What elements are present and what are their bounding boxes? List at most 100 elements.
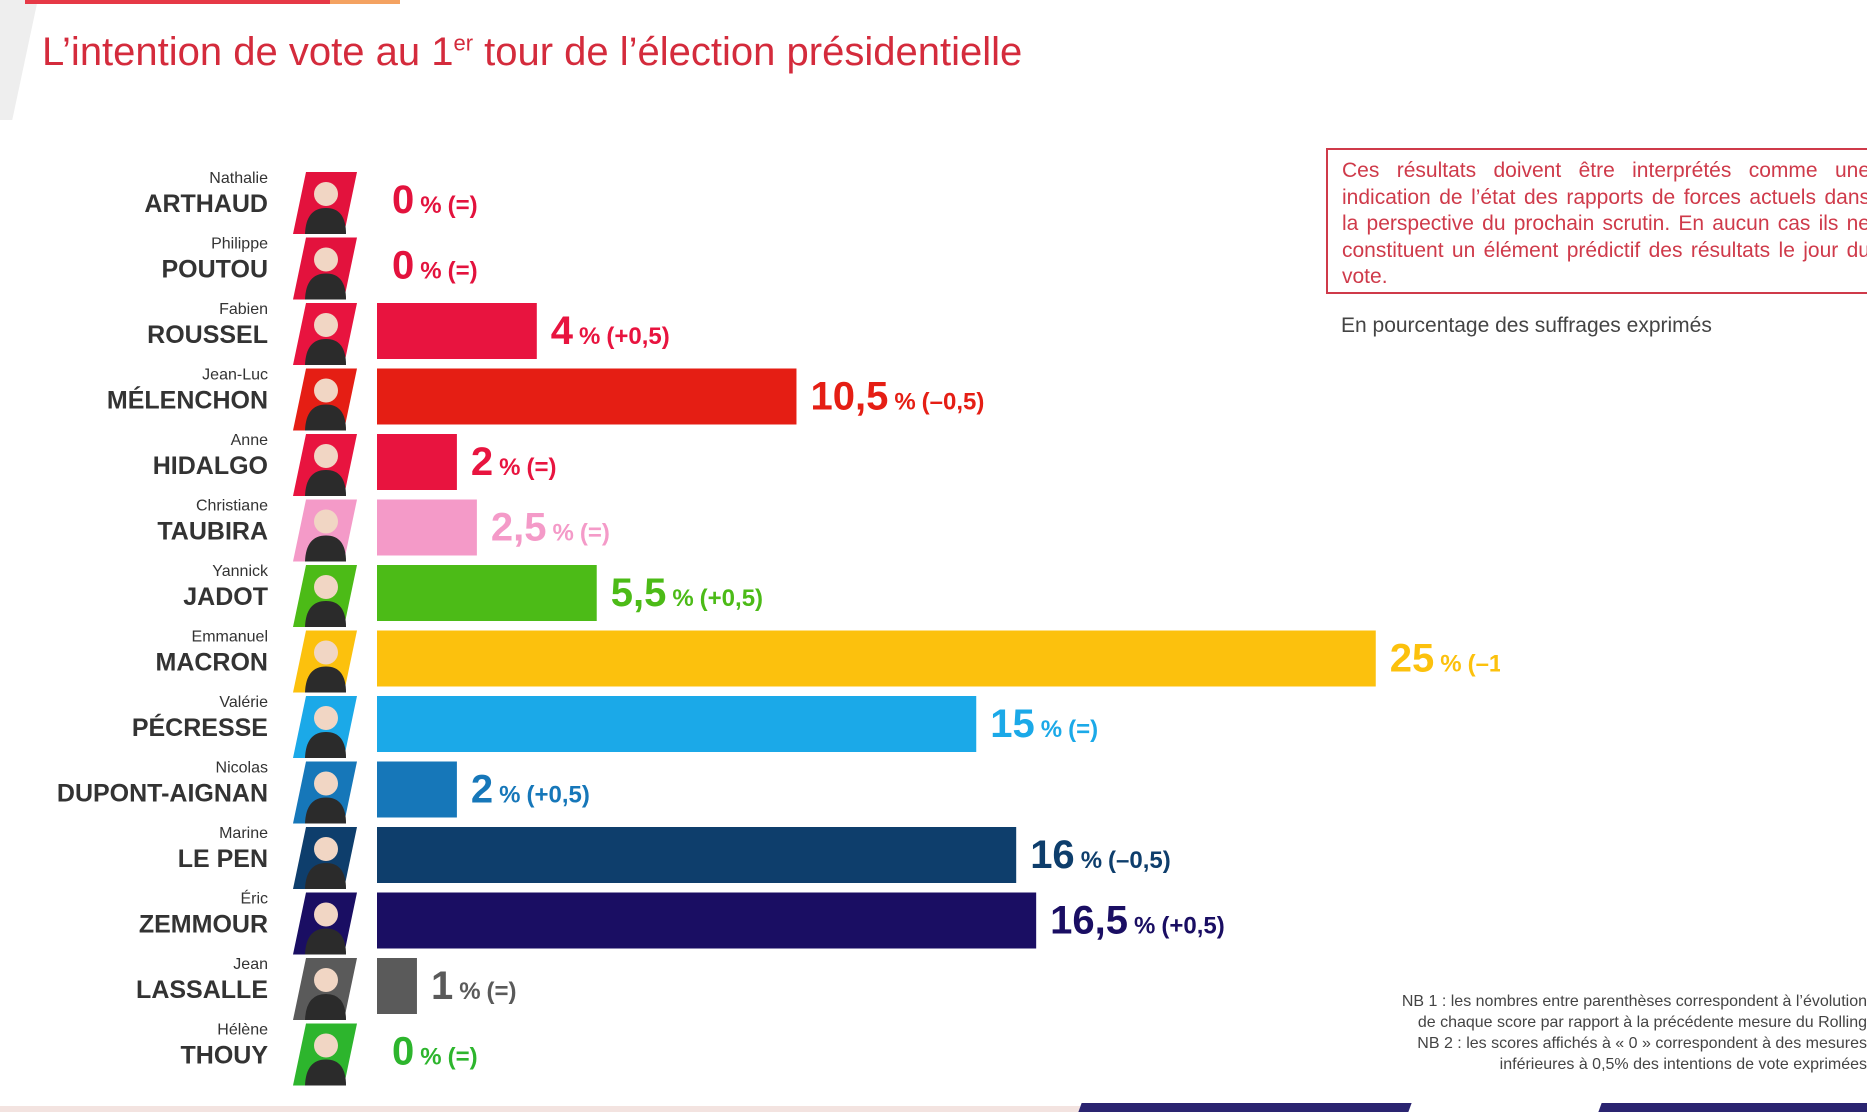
value-unit: % [499,782,520,809]
candidate-photo-body [305,404,346,431]
bar [377,368,797,425]
value-unit: % [420,192,441,219]
candidate-first-name: Jean [233,956,268,973]
value-label: 16,5% (+0,5) [1050,899,1225,943]
value-label: 0% (=) [392,178,478,222]
candidate-photo-face [314,378,338,403]
unit-note: En pourcentage des suffrages exprimés [1341,314,1712,337]
disclaimer-box: Ces résultats doivent être interprétés c… [1326,148,1867,294]
bottom-strip-dark [1078,1103,1412,1112]
value-label: 0% (=) [392,1030,478,1074]
chart-title: L’intention de vote au 1er tour de l’éle… [42,30,1022,75]
value-label: 25% (–1) [1390,637,1500,681]
value-change: (–0,5) [1108,847,1171,874]
bar-row: Philippe POUTOU 0% (=) [162,236,478,300]
candidate-first-name: Philippe [211,236,268,253]
value-number: 16,5 [1050,899,1128,943]
bar-row: Jean LASSALLE 1% (=) [136,956,517,1020]
candidate-photo-body [305,732,346,758]
candidate-first-name: Nicolas [216,760,268,777]
value-number: 2 [471,768,493,812]
candidate-photo-body [305,273,346,300]
bar [377,565,597,621]
candidate-photo-face [314,509,338,534]
candidate-photo-face [314,968,338,992]
candidate-photo-body [305,470,346,496]
value-label: 16% (–0,5) [1030,833,1171,877]
value-number: 25 [1390,637,1435,681]
candidate-first-name: Jean-Luc [202,367,268,384]
bar-row: Nathalie ARTHAUD 0% (=) [144,170,478,234]
value-label: 2% (=) [471,440,557,484]
bar [377,761,457,818]
value-unit: % [420,258,441,285]
candidate-photo-body [305,666,346,693]
value-number: 1 [431,964,453,1008]
value-change: (=) [1068,716,1098,743]
bar-row: Valérie PÉCRESSE 15% (=) [132,694,1098,758]
value-number: 0 [392,1030,414,1074]
candidate-photo-face [314,771,338,796]
candidate-last-name: JADOT [183,583,268,611]
candidate-first-name: Anne [231,432,268,449]
candidate-last-name: MACRON [156,649,269,677]
bar [377,630,1376,687]
value-label: 10,5% (–0,5) [810,375,984,419]
candidate-photo-body [305,208,346,234]
bar-row: Nicolas DUPONT-AIGNAN 2% (+0,5) [57,760,590,824]
candidate-first-name: Nathalie [209,170,268,187]
value-number: 15 [990,702,1035,746]
footnote-line: de chaque score par rapport à la précéde… [1417,1014,1867,1031]
value-change: (+0,5) [1161,913,1224,940]
value-change: (=) [448,1044,478,1071]
value-change: (=) [487,978,517,1005]
value-number: 4 [551,309,574,353]
value-unit: % [499,454,520,481]
value-unit: % [459,978,480,1005]
candidate-last-name: MÉLENCHON [107,386,268,415]
bar [377,434,457,490]
value-label: 5,5% (+0,5) [611,571,763,615]
candidate-last-name: PÉCRESSE [132,713,268,742]
bottom-strip-dark [1598,1103,1867,1112]
bar [377,958,417,1014]
candidate-photo-face [314,444,338,468]
value-number: 5,5 [611,571,667,615]
candidate-photo-face [314,313,338,337]
title-text-after: tour de l’élection présidentielle [473,30,1023,74]
value-label: 2% (+0,5) [471,768,590,812]
value-unit: % [894,389,915,416]
candidate-last-name: ARTHAUD [144,190,268,218]
value-unit: % [552,520,573,547]
value-unit: % [1081,847,1102,874]
bar [377,499,477,556]
candidate-photo-face [314,247,338,272]
value-change: (+0,5) [526,782,589,809]
candidate-photo-body [305,535,346,562]
value-number: 2,5 [491,506,547,550]
bar-row: Hélène THOUY 0% (=) [181,1022,478,1086]
value-number: 0 [392,178,414,222]
candidate-last-name: TAUBIRA [157,518,268,546]
candidate-photo-body [305,339,346,365]
candidate-photo-body [305,1059,346,1086]
value-change: (+0,5) [606,323,669,350]
candidate-photo-face [314,706,338,730]
value-unit: % [420,1044,441,1071]
bar-row: Christiane TAUBIRA 2,5% (=) [157,498,610,562]
candidate-first-name: Marine [219,825,268,842]
bar-row: Marine LE PEN 16% (–0,5) [178,825,1171,889]
candidate-last-name: THOUY [181,1042,269,1070]
value-unit: % [672,585,693,612]
value-number: 2 [471,440,493,484]
candidate-photo-body [305,994,346,1020]
value-change: (=) [448,192,478,219]
value-change: (=) [448,258,478,285]
candidate-last-name: ROUSSEL [147,321,268,349]
value-unit: % [1440,651,1461,678]
candidate-last-name: ZEMMOUR [139,911,268,939]
candidate-first-name: Yannick [212,563,269,580]
candidate-photo-face [314,640,338,665]
candidate-photo-face [314,837,338,861]
candidate-last-name: DUPONT-AIGNAN [57,780,268,808]
